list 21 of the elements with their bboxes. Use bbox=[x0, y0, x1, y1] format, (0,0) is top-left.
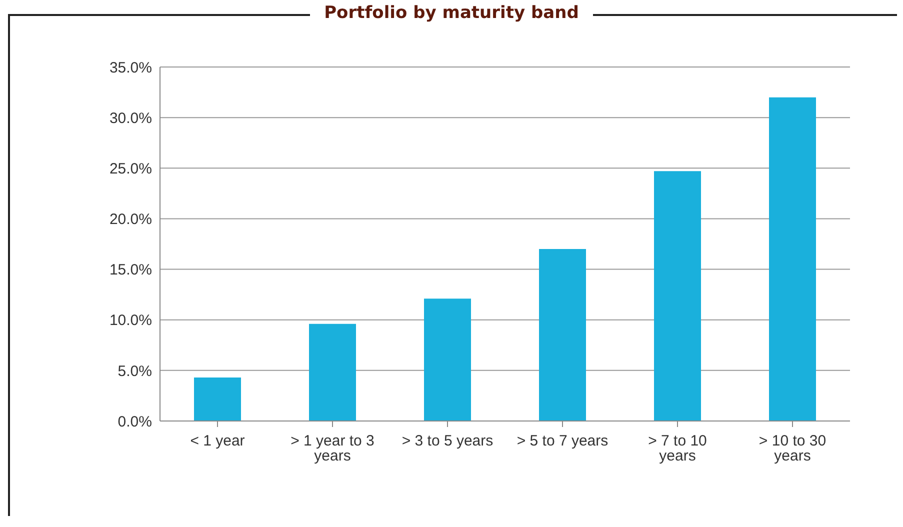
x-tick-label: > 10 to 30 years bbox=[758, 432, 826, 465]
chart-title: Portfolio by maturity band bbox=[310, 3, 593, 23]
bar bbox=[769, 97, 816, 421]
y-tick-label: 10.0% bbox=[109, 312, 152, 330]
y-tick-label: 30.0% bbox=[109, 110, 152, 127]
bar bbox=[654, 171, 701, 421]
x-tick-label: > 7 to 10 years bbox=[648, 432, 707, 465]
bar bbox=[309, 324, 356, 421]
bar bbox=[194, 378, 241, 421]
bar bbox=[424, 298, 471, 421]
y-tick-label: 20.0% bbox=[109, 211, 152, 228]
x-tick-label: > 3 to 5 years bbox=[402, 432, 494, 450]
x-tick-label: > 5 to 7 years bbox=[516, 432, 608, 450]
bar bbox=[539, 249, 586, 421]
y-tick-label: 15.0% bbox=[109, 262, 152, 279]
y-tick-label: 35.0% bbox=[109, 59, 152, 76]
y-tick-label: 5.0% bbox=[118, 362, 152, 380]
y-tick-label: 0.0% bbox=[118, 413, 152, 430]
x-tick-label: > 1 year to 3 years bbox=[290, 432, 374, 465]
x-tick-label: < 1 year bbox=[190, 432, 245, 450]
y-tick-label: 25.0% bbox=[109, 160, 152, 178]
